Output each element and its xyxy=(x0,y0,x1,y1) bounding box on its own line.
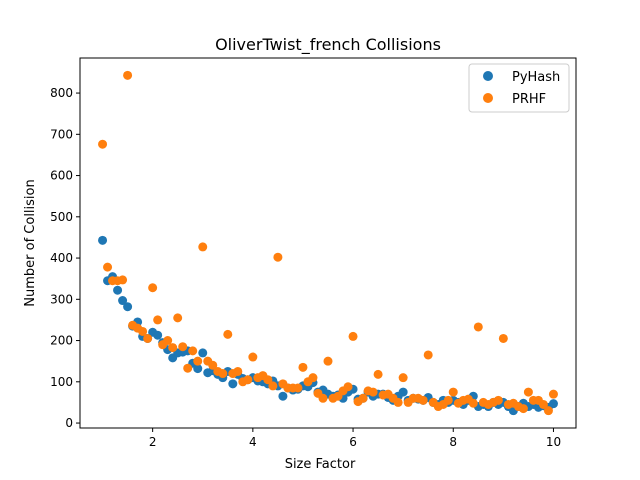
point-prhf xyxy=(138,326,148,336)
point-pyhash xyxy=(548,399,558,409)
point-prhf xyxy=(218,369,228,379)
series-prhf xyxy=(98,70,558,416)
point-prhf xyxy=(233,366,243,376)
y-tick-label: 400 xyxy=(50,251,73,265)
y-axis-ticks: 0 100 200 300 400 500 600 700 800 xyxy=(50,86,80,430)
y-tick-label: 500 xyxy=(50,210,73,224)
legend-label-pyhash: PyHash xyxy=(512,70,560,85)
point-prhf xyxy=(123,70,133,80)
point-prhf xyxy=(298,362,308,372)
point-prhf xyxy=(163,336,173,346)
point-prhf xyxy=(143,333,153,343)
point-prhf xyxy=(153,315,163,325)
point-prhf xyxy=(193,356,203,366)
legend-marker-prhf xyxy=(483,93,493,103)
y-tick-label: 100 xyxy=(50,375,73,389)
y-tick-label: 200 xyxy=(50,334,73,348)
point-pyhash xyxy=(228,379,238,389)
point-prhf xyxy=(448,387,458,397)
point-prhf xyxy=(243,375,253,385)
y-tick-label: 300 xyxy=(50,292,73,306)
point-prhf xyxy=(268,381,278,391)
point-prhf xyxy=(543,406,553,416)
point-prhf xyxy=(358,393,368,403)
point-prhf xyxy=(168,343,178,353)
point-prhf xyxy=(548,389,558,399)
chart-title: OliverTwist_french Collisions xyxy=(215,35,441,55)
point-prhf xyxy=(308,373,318,383)
point-prhf xyxy=(323,356,333,366)
point-prhf xyxy=(348,331,358,341)
point-prhf xyxy=(468,398,478,408)
point-prhf xyxy=(393,397,403,407)
point-prhf xyxy=(473,322,483,332)
point-prhf xyxy=(523,387,533,397)
point-prhf xyxy=(418,395,428,405)
point-prhf xyxy=(538,399,548,409)
point-prhf xyxy=(273,252,283,262)
x-tick-label: 10 xyxy=(546,435,561,449)
point-prhf xyxy=(398,373,408,383)
point-prhf xyxy=(188,346,198,356)
x-tick-label: 8 xyxy=(449,435,457,449)
point-pyhash xyxy=(113,285,123,295)
point-prhf xyxy=(173,313,183,323)
point-prhf xyxy=(198,242,208,252)
point-prhf xyxy=(318,393,328,403)
point-prhf xyxy=(373,369,383,379)
point-prhf xyxy=(208,360,218,370)
y-tick-label: 600 xyxy=(50,169,73,183)
point-prhf xyxy=(493,395,503,405)
point-prhf xyxy=(263,375,273,385)
x-tick-label: 2 xyxy=(149,435,157,449)
point-pyhash xyxy=(278,391,288,401)
point-pyhash xyxy=(123,302,133,312)
y-tick-label: 700 xyxy=(50,127,73,141)
point-prhf xyxy=(518,404,528,414)
legend-label-prhf: PRHF xyxy=(512,92,546,107)
point-prhf xyxy=(178,342,188,352)
point-prhf xyxy=(118,275,128,285)
point-prhf xyxy=(293,383,303,393)
point-prhf xyxy=(223,329,233,339)
plot-frame xyxy=(79,57,577,429)
point-prhf xyxy=(423,350,433,360)
point-pyhash xyxy=(153,330,163,340)
point-pyhash xyxy=(193,364,203,374)
x-tick-label: 6 xyxy=(349,435,357,449)
point-prhf xyxy=(183,363,193,373)
point-prhf xyxy=(248,352,258,362)
point-prhf xyxy=(343,382,353,392)
x-tick-label: 4 xyxy=(249,435,257,449)
y-tick-label: 800 xyxy=(50,86,73,100)
point-prhf xyxy=(498,333,508,343)
point-prhf xyxy=(368,387,378,397)
point-pyhash xyxy=(98,235,108,245)
legend-box xyxy=(468,63,570,113)
legend-marker-pyhash xyxy=(483,71,493,81)
point-pyhash xyxy=(198,348,208,358)
x-axis-ticks: 2 4 6 8 10 xyxy=(149,428,561,449)
legend: PyHash PRHF xyxy=(468,63,570,113)
y-tick-label: 0 xyxy=(65,416,73,430)
point-pyhash xyxy=(398,387,408,397)
data-points xyxy=(98,70,558,416)
point-prhf xyxy=(443,395,453,405)
point-prhf xyxy=(98,139,108,149)
x-axis-label: Size Factor xyxy=(285,457,356,472)
point-prhf xyxy=(148,283,158,293)
point-pyhash xyxy=(118,296,128,306)
point-prhf xyxy=(103,262,113,272)
y-axis-label: Number of Collision xyxy=(23,179,38,306)
